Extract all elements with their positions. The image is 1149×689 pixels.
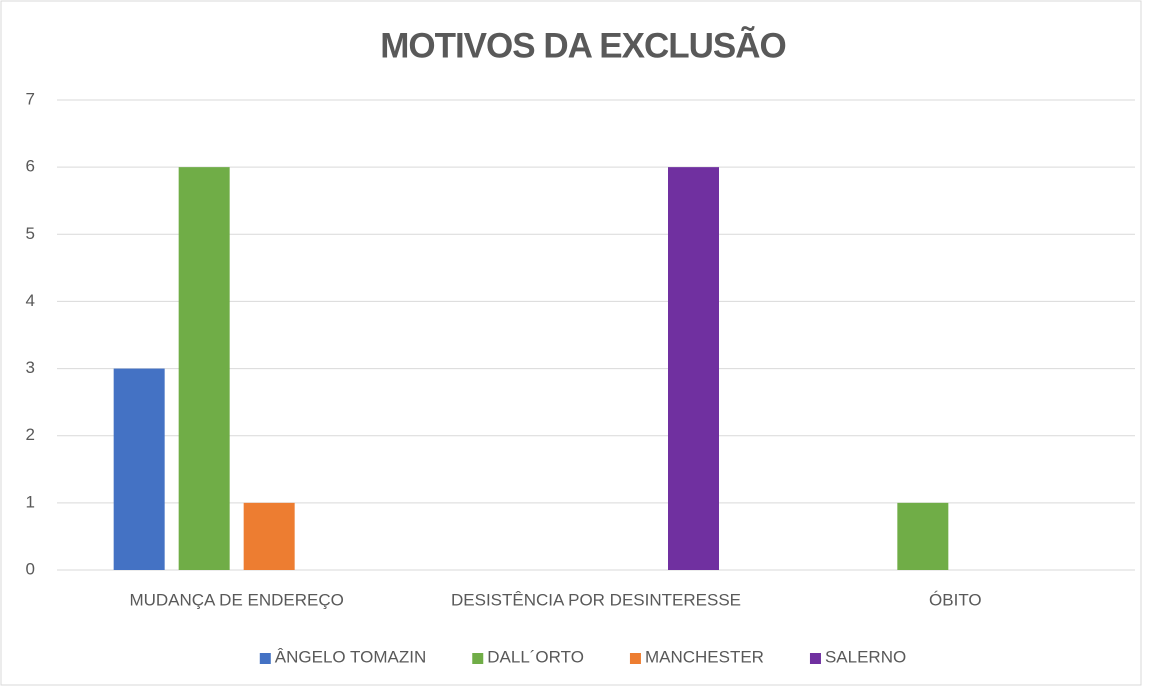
legend-item: SALERNO — [809, 647, 906, 666]
bar — [897, 502, 949, 570]
legend-swatch — [472, 653, 484, 664]
legend-label: MANCHESTER — [645, 647, 764, 666]
x-tick-label: DESISTÊNCIA POR DESINTERESSE — [451, 590, 741, 609]
y-tick-label: 2 — [26, 425, 35, 444]
legend-swatch — [629, 653, 641, 664]
legend-item: MANCHESTER — [629, 647, 764, 666]
legend-item: ÂNGELO TOMAZIN — [259, 647, 426, 666]
y-tick-label: 3 — [26, 358, 35, 377]
y-tick-label: 1 — [26, 492, 35, 511]
legend-label: ÂNGELO TOMAZIN — [275, 647, 426, 666]
y-tick-label: 6 — [26, 157, 35, 176]
legend-swatch — [259, 653, 271, 664]
legend-item: DALL´ORTO — [472, 647, 584, 666]
x-tick-label: MUDANÇA DE ENDEREÇO — [129, 590, 343, 609]
y-tick-label: 7 — [26, 89, 35, 108]
legend-swatch — [809, 653, 821, 664]
y-tick-label: 4 — [26, 291, 35, 310]
x-tick-label: ÓBITO — [929, 590, 982, 609]
bar — [243, 502, 295, 570]
y-tick-label: 0 — [26, 559, 35, 578]
y-tick-label: 5 — [26, 224, 35, 243]
bar — [113, 368, 165, 570]
legend-label: DALL´ORTO — [487, 647, 584, 666]
bar — [178, 167, 230, 570]
legend-label: SALERNO — [825, 647, 906, 666]
bar — [668, 167, 719, 570]
chart-title: MOTIVOS DA EXCLUSÃO — [380, 26, 786, 65]
